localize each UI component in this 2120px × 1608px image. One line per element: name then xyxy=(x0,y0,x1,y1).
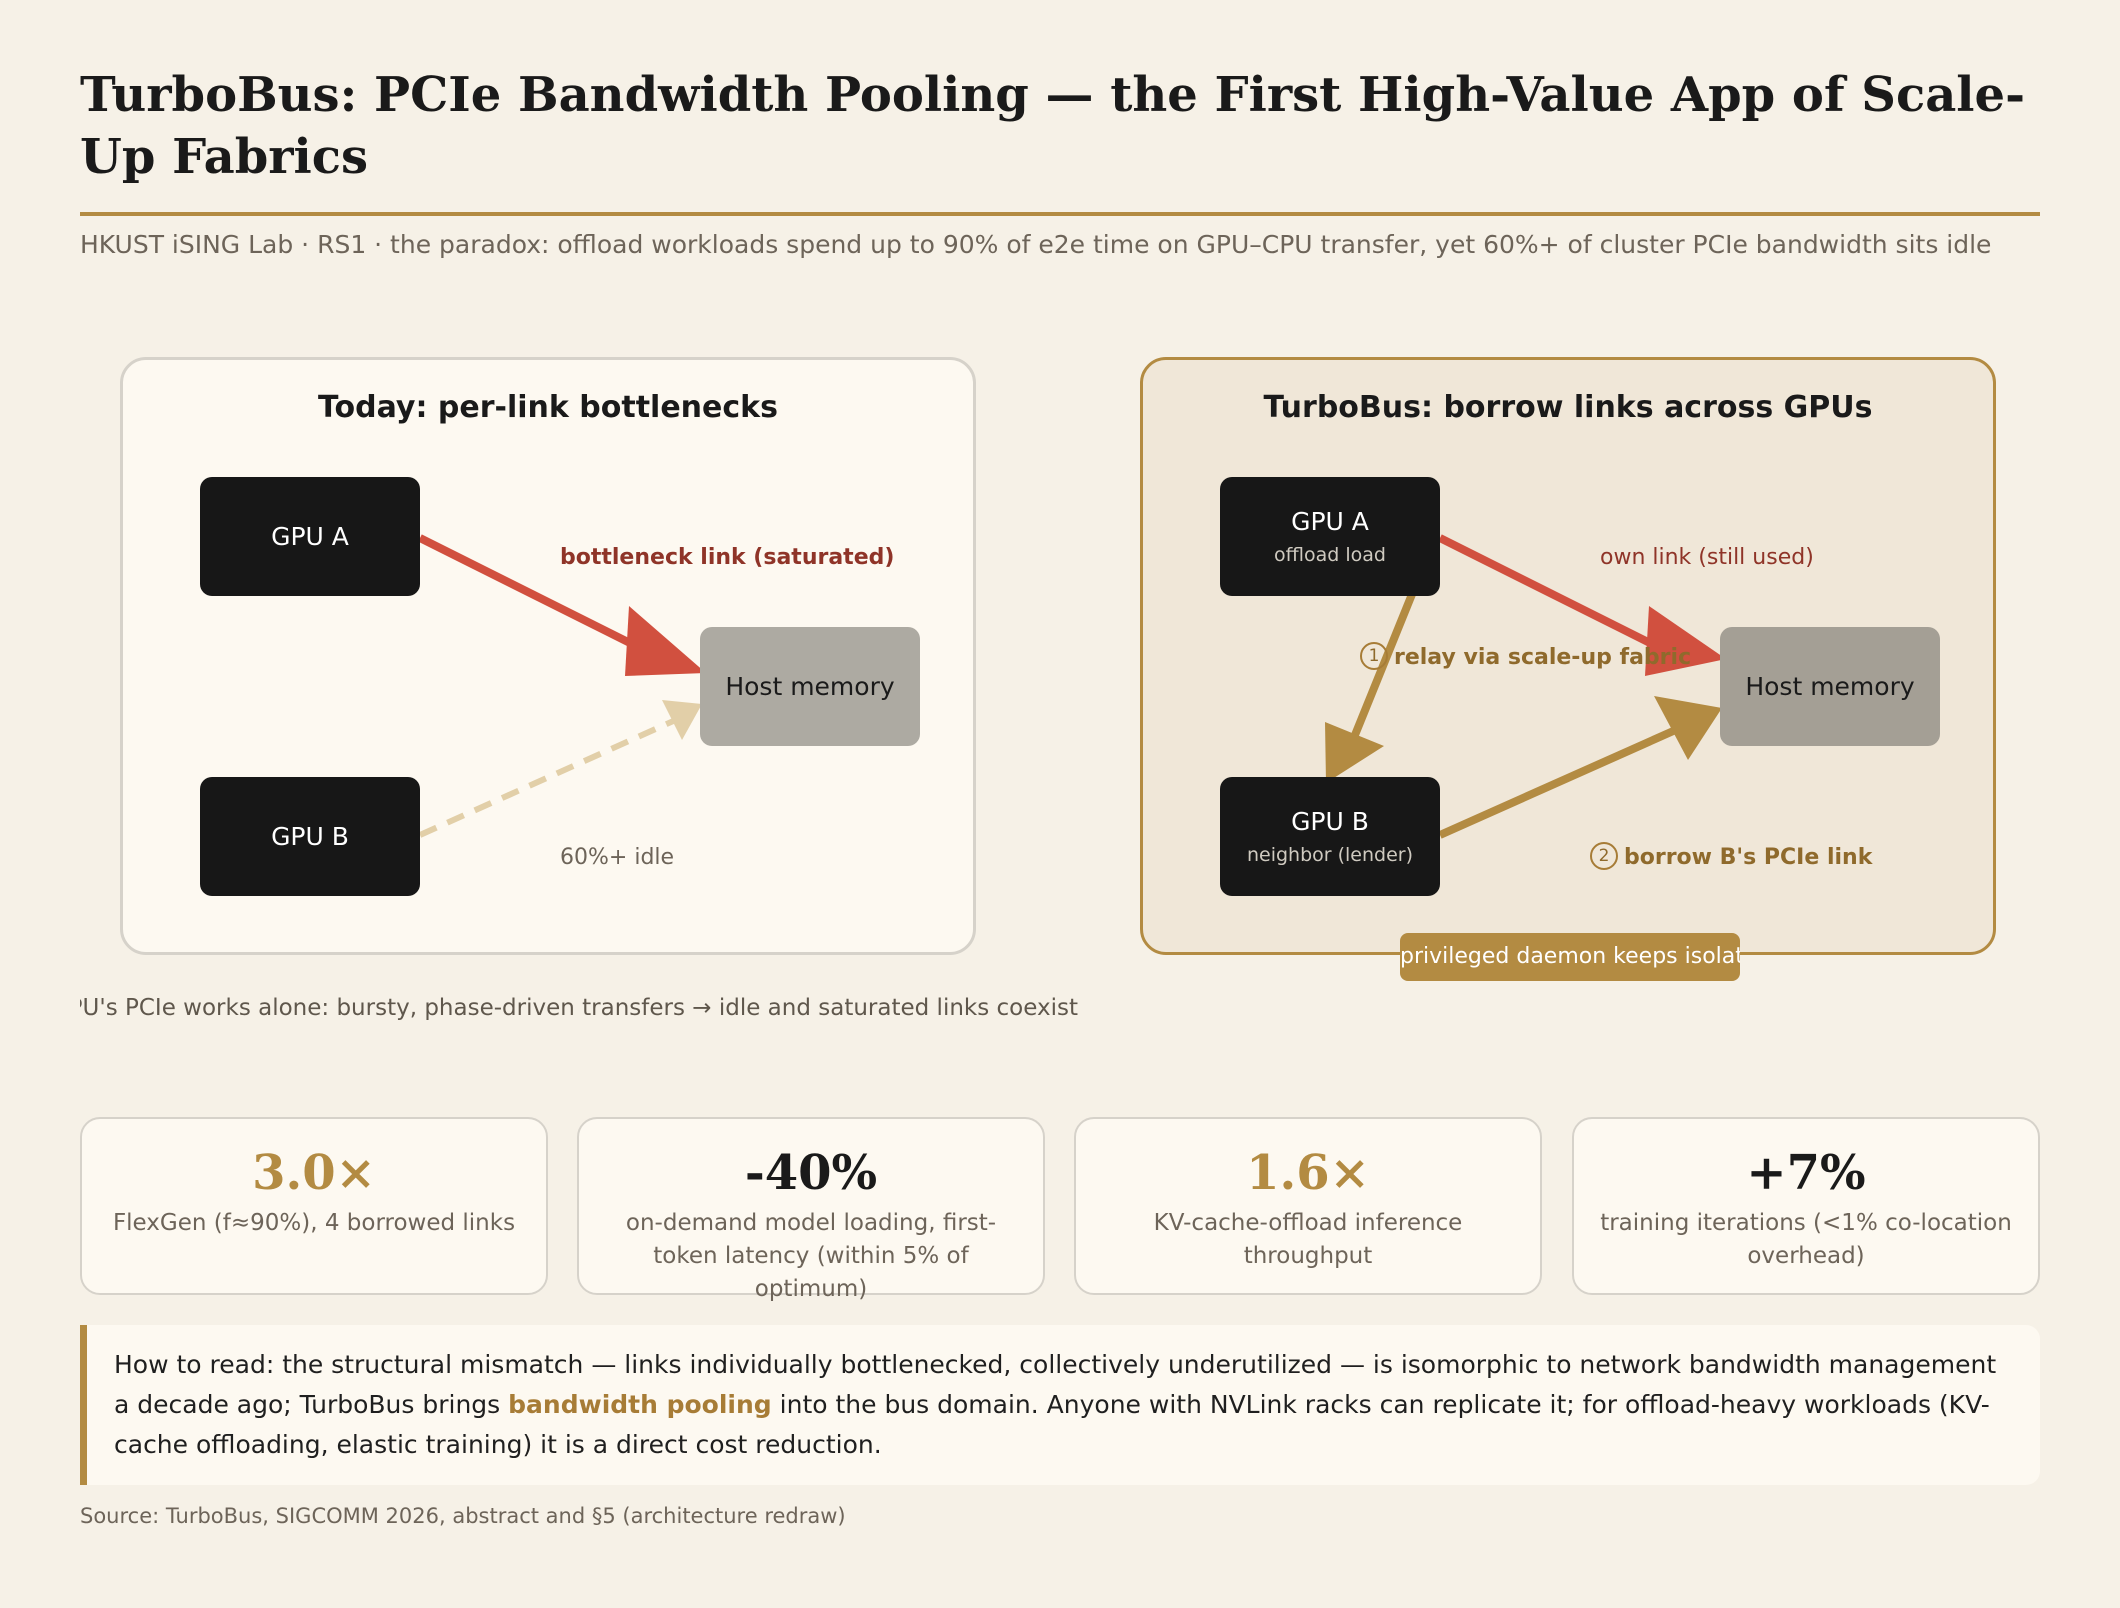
stat-card-training: +7% training iterations (<1% co-location… xyxy=(1572,1117,2040,1295)
daemon-badge: privileged daemon keeps isolation xyxy=(1400,933,1740,981)
saturated-link-arrow xyxy=(418,534,642,652)
gpu-b-label: GPU B xyxy=(271,821,349,851)
diagram-caption: Each GPU's PCIe works alone: bursty, pha… xyxy=(80,995,1078,1021)
relay-link-text: relay via scale-up fabric xyxy=(1394,645,1692,670)
relay-link-label: 1 relay via scale-up fabric xyxy=(1360,642,1692,673)
idle-link-label: 60%+ idle xyxy=(560,845,675,870)
own-link-arrowhead xyxy=(1645,606,1726,676)
stat-description: training iterations (<1% co-location ove… xyxy=(1600,1210,2012,1269)
stat-card-model-loading: -40% on-demand model loading, first-toke… xyxy=(577,1117,1045,1302)
idle-link-arrow xyxy=(418,715,682,838)
stat-description: on-demand model loading, first-token lat… xyxy=(625,1210,997,1302)
borrow-link-text: borrow B's PCIe link xyxy=(1624,845,1873,870)
host-memory-node-turbobus: Host memory xyxy=(1720,627,1940,746)
own-link-label: own link (still used) xyxy=(1600,545,1814,570)
how-to-read-callout: How to read: the structural mismatch — l… xyxy=(80,1325,2040,1485)
gpu-b-lender-node: GPU B neighbor (lender) xyxy=(1220,777,1440,896)
stat-value: -40% xyxy=(744,1145,878,1201)
gpu-b-node: GPU B xyxy=(200,777,420,896)
host-memory-label-turbobus: Host memory xyxy=(1745,671,1915,701)
stat-description: KV-cache-offload inference throughput xyxy=(1153,1210,1463,1269)
borrow-link-label: 2 borrow B's PCIe link xyxy=(1590,842,1873,873)
bandwidth-pooling-highlight: bandwidth pooling xyxy=(508,1390,772,1419)
title-rule xyxy=(80,212,2040,216)
borrow-link-arrow xyxy=(1438,724,1682,839)
gpu-b-lender-sublabel: neighbor (lender) xyxy=(1246,843,1414,866)
diagram-caption-clip: Each GPU's PCIe works alone: bursty, pha… xyxy=(80,990,2040,1026)
host-memory-node: Host memory xyxy=(700,627,920,746)
gpu-a-offload-node: GPU A offload load xyxy=(1220,477,1440,596)
gpu-a-offload-sublabel: offload load xyxy=(1274,543,1386,566)
page-subtitle: HKUST iSING Lab · RS1 · the paradox: off… xyxy=(80,230,1992,259)
stat-value: +7% xyxy=(1746,1145,1866,1201)
idle-link-arrowhead xyxy=(662,700,702,740)
today-panel-title: Today: per-link bottlenecks xyxy=(318,390,778,425)
saturated-link-arrowhead xyxy=(625,606,706,676)
step-1-badge: 1 xyxy=(1360,642,1388,670)
borrow-link-arrowhead xyxy=(1654,696,1722,760)
host-memory-label: Host memory xyxy=(725,671,895,701)
stat-description: FlexGen (f≈90%), 4 borrowed links xyxy=(112,1210,516,1236)
stat-card-flexgen: 3.0× FlexGen (f≈90%), 4 borrowed links xyxy=(80,1117,548,1295)
own-link-arrow xyxy=(1438,534,1662,652)
page-title: TurboBus: PCIe Bandwidth Pooling — the F… xyxy=(80,67,2025,185)
stat-value: 3.0× xyxy=(252,1145,376,1201)
source-note: Source: TurboBus, SIGCOMM 2026, abstract… xyxy=(80,1504,846,1528)
gpu-a-node: GPU A xyxy=(200,477,420,596)
stat-value: 1.6× xyxy=(1246,1145,1370,1201)
step-2-badge: 2 xyxy=(1590,842,1618,870)
gpu-a-label: GPU A xyxy=(271,521,349,551)
gpu-a-offload-label: GPU A xyxy=(1291,506,1369,536)
gpu-b-lender-label: GPU B xyxy=(1291,806,1369,836)
relay-link-arrowhead xyxy=(1325,722,1384,783)
how-to-read-text: How to read: the structural mismatch — l… xyxy=(114,1350,1997,1419)
saturated-link-label: bottleneck link (saturated) xyxy=(560,545,895,570)
how-to-read-text-end: into the bus domain. Anyone with NVLink … xyxy=(114,1390,1990,1459)
turbobus-panel-title: TurboBus: borrow links across GPUs xyxy=(1263,390,1873,425)
stat-card-kv-cache: 1.6× KV-cache-offload inference throughp… xyxy=(1074,1117,1542,1295)
